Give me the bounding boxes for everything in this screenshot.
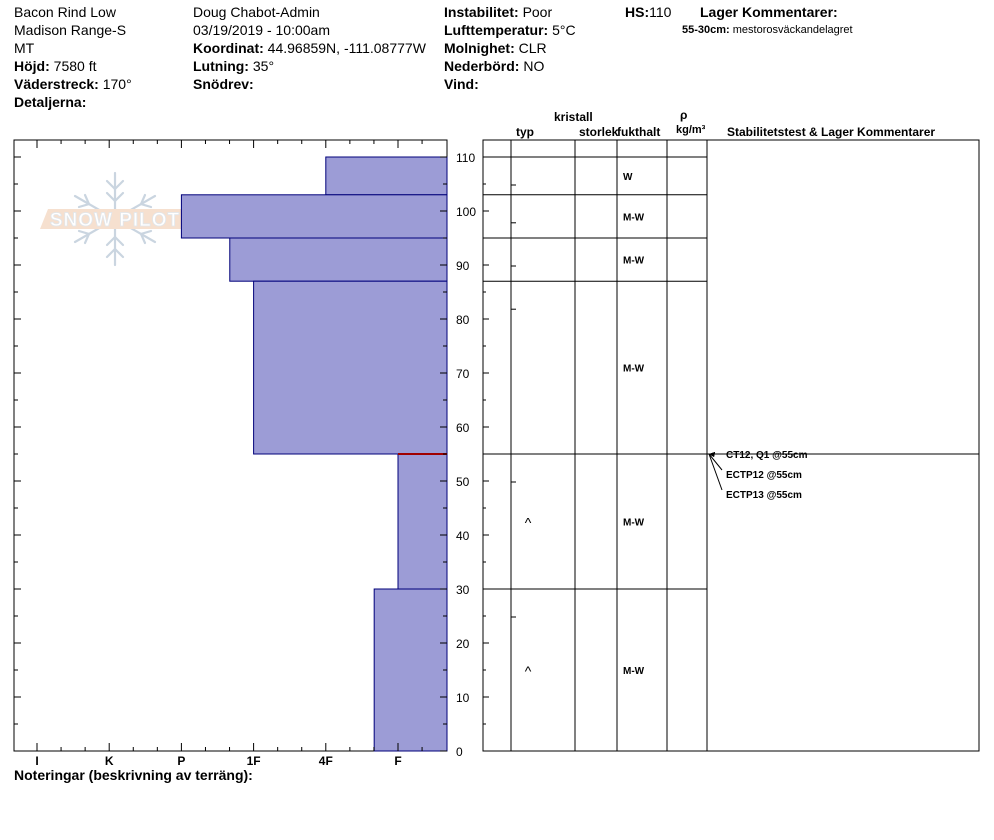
cloud-value: CLR bbox=[518, 40, 547, 56]
mountain-range: Madison Range-S bbox=[14, 22, 127, 38]
hardness-bar-2 bbox=[229, 237, 448, 282]
layer-moisture: M-W bbox=[623, 212, 645, 223]
layer-comments-title: Lager Kommentarer: bbox=[700, 4, 838, 20]
wind-row: Vind: bbox=[444, 75, 479, 93]
cloud-label: Molnighet: bbox=[444, 40, 515, 56]
y-tick-label: 110 bbox=[456, 151, 475, 165]
precip-value: NO bbox=[523, 58, 545, 74]
stability-leader bbox=[708, 453, 723, 471]
layer-comment-range: 55-30cm: bbox=[682, 24, 730, 36]
svg-text:SNOW PILOT: SNOW PILOT bbox=[50, 210, 180, 231]
layer-comment: 55-30cm: mestorosväckandelagret bbox=[682, 24, 853, 36]
layer-moisture: M-W bbox=[623, 256, 645, 267]
stability-arrow bbox=[709, 452, 715, 457]
y-tick-label: 30 bbox=[456, 583, 470, 597]
x-tick-label: F bbox=[394, 754, 401, 768]
x-tick-label: 1F bbox=[247, 754, 261, 768]
layer-moisture: M-W bbox=[623, 666, 645, 677]
col-rho: ρ bbox=[680, 108, 688, 122]
cloud-row: Molnighet: CLR bbox=[444, 39, 547, 57]
hardness-bar-4 bbox=[397, 453, 448, 590]
y-tick-label: 20 bbox=[456, 637, 470, 651]
hs-label: HS: bbox=[625, 4, 650, 20]
stability-leader bbox=[708, 453, 723, 491]
hardness-bar-5 bbox=[373, 588, 448, 752]
state: MT bbox=[14, 40, 35, 56]
layer-moisture: M-W bbox=[623, 518, 645, 529]
hardness-bar-1 bbox=[180, 194, 448, 239]
hardness-bar-0 bbox=[325, 156, 448, 196]
y-tick-label: 60 bbox=[456, 421, 470, 435]
y-tick-label: 100 bbox=[456, 205, 476, 219]
col-size: storlek bbox=[579, 125, 619, 139]
snowpilot-logo: SNOW PILOT bbox=[40, 171, 192, 267]
y-tick-label: 0 bbox=[456, 745, 463, 759]
stability-test-label: ECTP13 @55cm bbox=[726, 490, 802, 501]
instability-value: Poor bbox=[522, 4, 553, 20]
col-crystal: kristall bbox=[554, 110, 593, 124]
instability-label: Instabilitet: bbox=[444, 4, 519, 20]
x-tick-label: P bbox=[177, 754, 185, 768]
layer-moisture: W bbox=[623, 172, 633, 183]
drift-row: Snödrev: bbox=[193, 75, 254, 93]
instability-row: Instabilitet: Poor bbox=[444, 3, 552, 21]
layer-grain-type: ^ bbox=[525, 663, 532, 679]
airtemp-row: Lufttemperatur: 5°C bbox=[444, 21, 576, 39]
y-tick-label: 10 bbox=[456, 691, 470, 705]
slope-row: Lutning: 35° bbox=[193, 57, 274, 75]
elevation-label: Höjd: bbox=[14, 58, 50, 74]
precip-row: Nederbörd: NO bbox=[444, 57, 544, 75]
x-tick-label: 4F bbox=[319, 754, 333, 768]
slope-value: 35° bbox=[252, 58, 275, 74]
col-stability: Stabilitetstest & Lager Kommentarer bbox=[727, 125, 936, 139]
layer-moisture: M-W bbox=[623, 364, 645, 375]
slope-label: Lutning: bbox=[193, 58, 249, 74]
stability-test-label: CT12, Q1 @55cm bbox=[726, 450, 808, 461]
y-tick-label: 70 bbox=[456, 367, 470, 381]
datetime: 03/19/2019 - 10:00am bbox=[193, 22, 330, 38]
details-row: Detaljerna: bbox=[14, 93, 86, 111]
hs-value: 110 bbox=[649, 4, 672, 20]
elevation-row: Höjd: 7580 ft bbox=[14, 57, 96, 75]
stability-test-label: ECTP12 @55cm bbox=[726, 470, 802, 481]
layer-grain-type: ^ bbox=[525, 515, 532, 531]
x-tick-label: K bbox=[105, 754, 114, 768]
coord-label: Koordinat: bbox=[193, 40, 264, 56]
wind-label: Vind: bbox=[444, 76, 479, 92]
y-tick-label: 50 bbox=[456, 475, 470, 489]
col-type: typ bbox=[516, 125, 534, 139]
y-tick-label: 40 bbox=[456, 529, 470, 543]
airtemp-value: 5°C bbox=[552, 22, 576, 38]
x-tick-label: I bbox=[35, 754, 38, 768]
aspect-label: Väderstreck: bbox=[14, 76, 99, 92]
precip-label: Nederbörd: bbox=[444, 58, 520, 74]
y-tick-label: 80 bbox=[456, 313, 470, 327]
col-moisture: fukthalt bbox=[617, 125, 661, 139]
location-name: Bacon Rind Low bbox=[14, 4, 116, 20]
details-label: Detaljerna: bbox=[14, 94, 87, 110]
hardness-bar-3 bbox=[253, 280, 448, 455]
drift-label: Snödrev: bbox=[193, 76, 254, 92]
notes-label: Noteringar (beskrivning av terräng): bbox=[14, 767, 253, 783]
aspect-row: Väderstreck: 170° bbox=[14, 75, 132, 93]
profile-table-frame bbox=[482, 139, 980, 752]
y-tick-label: 90 bbox=[456, 259, 470, 273]
coord-value: 44.96859N, -111.08777W bbox=[267, 40, 426, 56]
coord-row: Koordinat: 44.96859N, -111.08777W bbox=[193, 39, 426, 57]
layer-comment-text: mestorosväckandelagret bbox=[732, 24, 853, 36]
observer: Doug Chabot-Admin bbox=[193, 4, 320, 20]
elevation-value: 7580 ft bbox=[53, 58, 97, 74]
airtemp-label: Lufttemperatur: bbox=[444, 22, 549, 38]
aspect-value: 170° bbox=[102, 76, 132, 92]
hs-row: HS:110 bbox=[625, 3, 671, 21]
col-rho-unit: kg/m³ bbox=[676, 124, 706, 136]
